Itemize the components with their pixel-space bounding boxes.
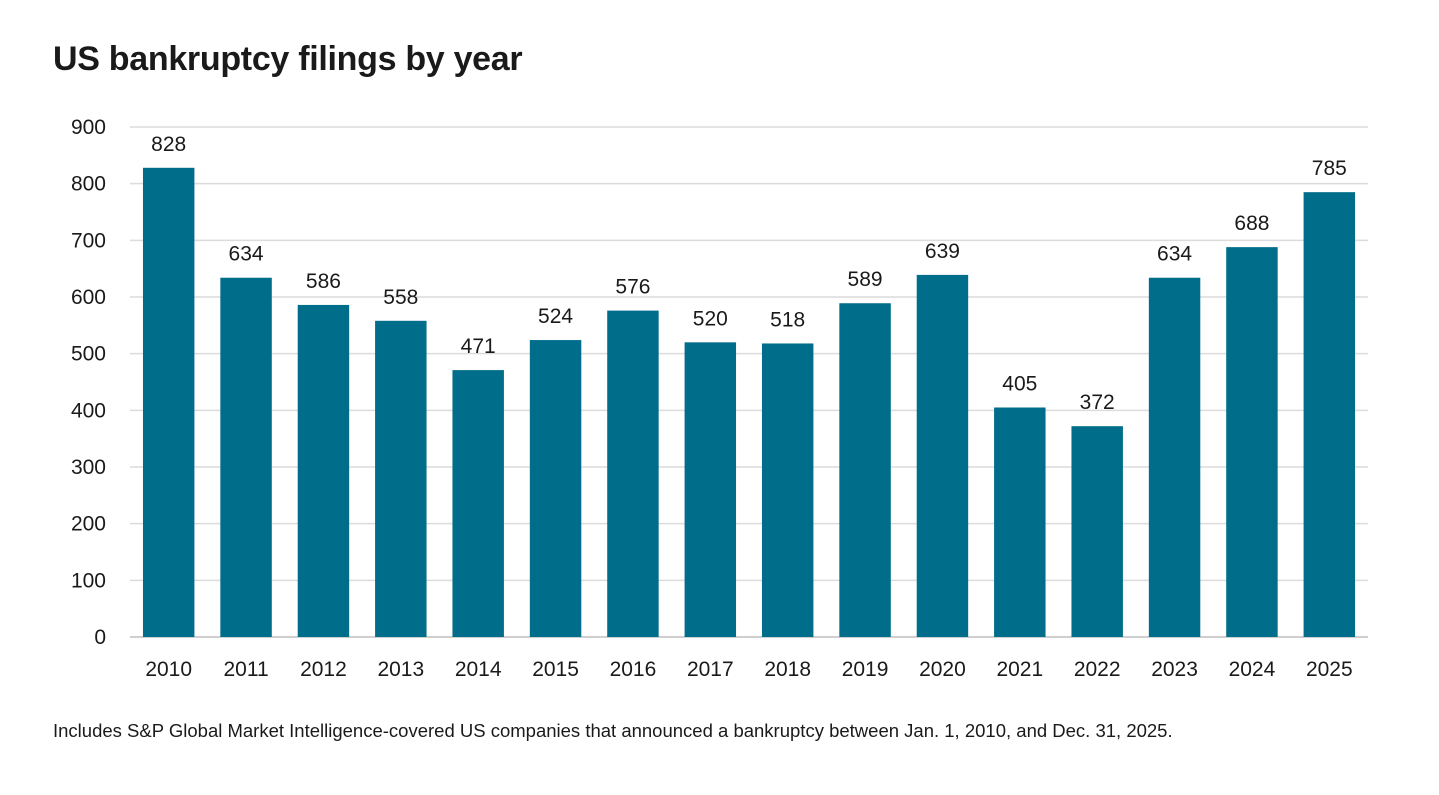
data-label-2023: 634 bbox=[1157, 243, 1192, 266]
data-labels: 828 634 586 558 471 524 576 520 518 589 639 405 372 6… bbox=[151, 133, 1347, 414]
y-tick-label: 100 bbox=[71, 569, 106, 592]
bar-2019 bbox=[839, 303, 891, 637]
y-tick-label: 500 bbox=[71, 343, 106, 366]
y-tick-label: 400 bbox=[71, 399, 106, 422]
chart-title: US bankruptcy filings by year bbox=[53, 40, 523, 78]
x-tick-label: 2011 bbox=[223, 658, 268, 681]
x-tick-label: 2025 bbox=[1306, 658, 1353, 681]
x-axis-ticks: 2010 2011 2012 2013 2014 2015 2016 2017 2018 2019… bbox=[145, 658, 1352, 681]
y-tick-label: 900 bbox=[71, 116, 106, 139]
x-tick-label: 2024 bbox=[1229, 658, 1276, 681]
y-axis-ticks: 0 100 200 300 400 500 600 700 800 900 bbox=[71, 116, 106, 649]
x-tick-label: 2021 bbox=[996, 658, 1043, 681]
bar-2013 bbox=[375, 320, 427, 637]
bar-2017 bbox=[684, 342, 737, 637]
y-tick-label: 800 bbox=[71, 173, 106, 196]
x-tick-label: 2010 bbox=[145, 658, 192, 681]
footnote: Includes S&P Global Market Intelligence-… bbox=[53, 720, 1173, 741]
bar-2012 bbox=[297, 304, 350, 637]
data-label-2018: 518 bbox=[770, 308, 805, 331]
data-label-2017: 520 bbox=[693, 307, 728, 330]
bar-2015 bbox=[529, 340, 582, 637]
data-label-2010: 828 bbox=[151, 133, 186, 156]
bar-2022 bbox=[1071, 426, 1123, 637]
x-tick-label: 2019 bbox=[842, 658, 889, 681]
data-label-2011: 634 bbox=[229, 243, 264, 266]
y-tick-label: 700 bbox=[71, 229, 106, 252]
x-tick-label: 2023 bbox=[1151, 658, 1198, 681]
x-tick-label: 2017 bbox=[687, 658, 734, 681]
data-label-2019: 589 bbox=[848, 268, 883, 291]
bar-2016 bbox=[607, 310, 659, 637]
x-tick-label: 2018 bbox=[764, 658, 811, 681]
data-label-2025: 785 bbox=[1312, 157, 1347, 180]
y-tick-label: 0 bbox=[94, 626, 106, 649]
y-tick-label: 300 bbox=[71, 456, 106, 479]
bars bbox=[142, 167, 1356, 638]
y-tick-label: 200 bbox=[71, 513, 106, 536]
bar-2010 bbox=[142, 167, 195, 638]
bar-2011 bbox=[220, 277, 272, 637]
bar-2023 bbox=[1148, 277, 1201, 637]
x-tick-label: 2012 bbox=[300, 658, 347, 681]
x-tick-label: 2013 bbox=[377, 658, 424, 681]
bar-2014 bbox=[452, 370, 504, 637]
data-label-2013: 558 bbox=[383, 286, 418, 309]
data-label-2016: 576 bbox=[615, 276, 650, 299]
y-tick-label: 600 bbox=[71, 286, 106, 309]
x-tick-label: 2016 bbox=[610, 658, 657, 681]
data-label-2022: 372 bbox=[1080, 391, 1115, 414]
data-label-2020: 639 bbox=[925, 240, 960, 263]
bar-2021 bbox=[994, 407, 1046, 637]
bar-2018 bbox=[761, 343, 814, 637]
data-label-2015: 524 bbox=[538, 305, 573, 328]
x-tick-label: 2015 bbox=[532, 658, 579, 681]
bar-2025 bbox=[1303, 192, 1356, 637]
x-tick-label: 2022 bbox=[1074, 658, 1121, 681]
bar-chart: 0 100 200 300 400 500 600 700 800 900 828 634 586 55… bbox=[71, 116, 1368, 681]
data-label-2021: 405 bbox=[1002, 373, 1037, 396]
data-label-2014: 471 bbox=[461, 335, 496, 358]
data-label-2024: 688 bbox=[1234, 212, 1269, 235]
bar-2024 bbox=[1226, 247, 1278, 637]
bar-2020 bbox=[916, 274, 969, 637]
x-tick-label: 2020 bbox=[919, 658, 966, 681]
data-label-2012: 586 bbox=[306, 270, 341, 293]
x-tick-label: 2014 bbox=[455, 658, 502, 681]
